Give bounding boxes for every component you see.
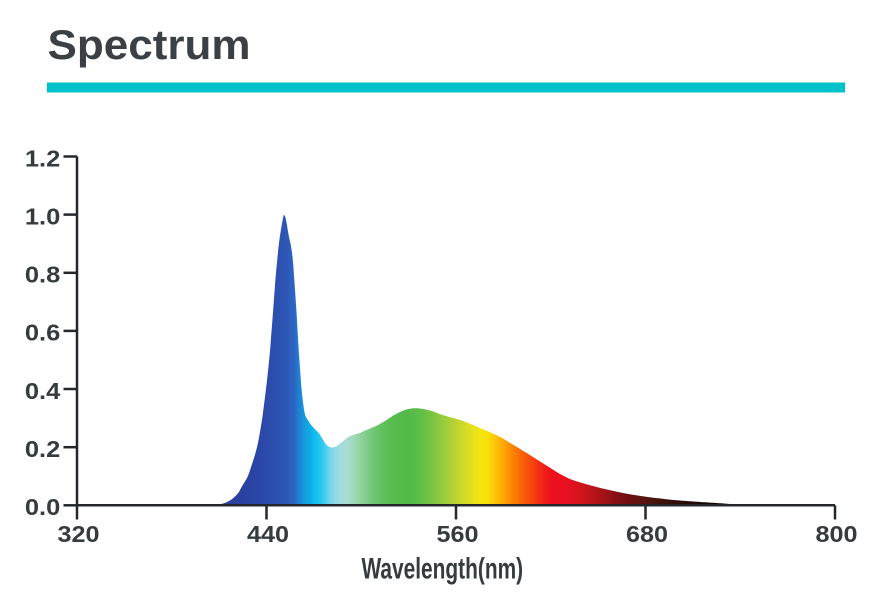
svg-text:0.0: 0.0 xyxy=(25,494,60,520)
svg-text:Wavelength(nm): Wavelength(nm) xyxy=(362,553,524,586)
svg-text:680: 680 xyxy=(626,521,668,547)
svg-text:1.2: 1.2 xyxy=(25,145,60,171)
svg-text:440: 440 xyxy=(247,521,289,547)
svg-text:1.0: 1.0 xyxy=(25,203,60,229)
svg-text:0.2: 0.2 xyxy=(25,436,60,462)
svg-text:0.4: 0.4 xyxy=(25,378,61,404)
svg-text:0.6: 0.6 xyxy=(25,320,60,346)
svg-text:560: 560 xyxy=(437,521,479,547)
svg-text:0.8: 0.8 xyxy=(25,262,61,288)
svg-text:800: 800 xyxy=(816,521,858,547)
svg-text:320: 320 xyxy=(58,521,100,547)
svg-text:Spectrum: Spectrum xyxy=(48,21,251,68)
